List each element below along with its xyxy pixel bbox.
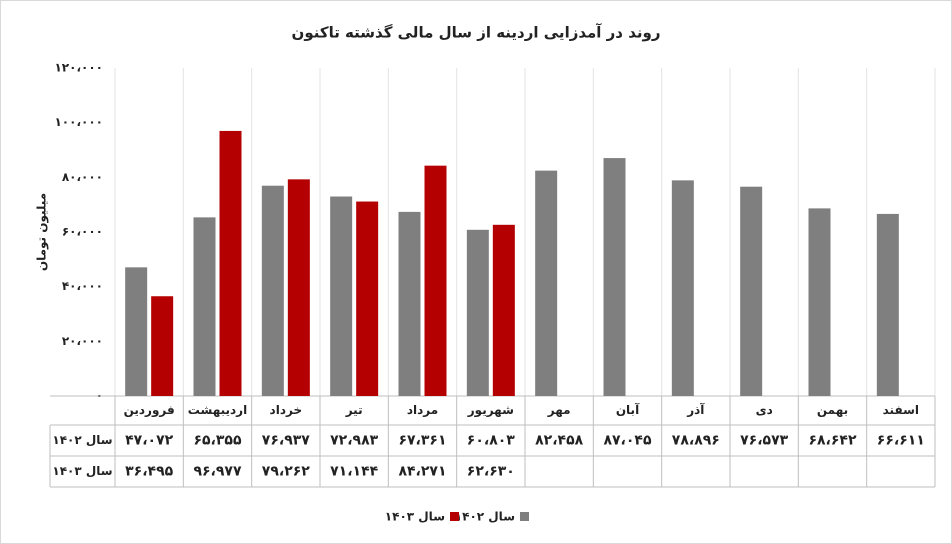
legend-swatch	[520, 512, 529, 521]
table-value: ۳۶،۴۹۵	[125, 464, 173, 480]
bar	[808, 208, 831, 396]
x-tick-label: مرداد	[407, 403, 438, 417]
table-value: ۶۸،۶۴۲	[808, 433, 856, 449]
table-value: ۷۸،۸۹۶	[672, 433, 720, 449]
bar	[398, 211, 421, 396]
bar	[330, 196, 353, 396]
y-tick-label: ۴۰،۰۰۰	[62, 279, 103, 293]
x-tick-label: آبان	[616, 402, 640, 417]
legend-label: سال ۱۴۰۳	[385, 510, 445, 524]
bar	[356, 201, 379, 396]
bar	[125, 267, 148, 396]
table-value: ۴۷،۰۷۲	[125, 433, 173, 449]
row-header: سال ۱۴۰۳	[52, 464, 112, 478]
y-tick-label: ۲۰،۰۰۰	[62, 334, 103, 348]
y-tick-label: ۱۰۰،۰۰۰	[54, 115, 103, 129]
x-tick-label: خرداد	[270, 403, 303, 417]
table-value: ۷۱،۱۴۴	[330, 464, 378, 480]
bar	[740, 186, 763, 396]
table-value: ۷۹،۲۶۲	[262, 464, 310, 480]
y-tick-label: ۱۲۰،۰۰۰	[54, 61, 103, 75]
table-value: ۷۶،۵۷۳	[740, 433, 788, 449]
legend-swatch	[450, 512, 459, 521]
x-tick-label: مهر	[547, 403, 571, 417]
bar	[492, 224, 515, 396]
bar	[535, 170, 558, 396]
bar	[219, 130, 242, 396]
legend-label: سال ۱۴۰۲	[455, 510, 515, 524]
bar	[603, 158, 626, 396]
table-value: ۶۶،۶۱۱	[877, 433, 925, 449]
bar	[876, 213, 899, 396]
bar	[151, 296, 174, 396]
table-value: ۷۲،۹۸۳	[330, 433, 378, 449]
bar	[424, 165, 447, 396]
bar	[671, 180, 694, 396]
bar	[466, 229, 489, 396]
y-tick-label: ۸۰،۰۰۰	[62, 170, 103, 184]
table-value: ۷۶،۹۳۷	[262, 433, 310, 449]
row-header: سال ۱۴۰۲	[52, 433, 112, 447]
table-value: ۹۶،۹۷۷	[193, 464, 241, 480]
table-value: ۸۴،۲۷۱	[398, 464, 446, 480]
table-value: ۸۲،۴۵۸	[535, 433, 583, 449]
table-value: ۶۷،۳۶۱	[398, 433, 446, 449]
x-tick-label: دی	[756, 403, 773, 417]
table-value: ۶۰،۸۰۳	[467, 433, 515, 449]
bar	[193, 217, 216, 396]
table-value: ۸۷،۰۴۵	[603, 433, 651, 449]
y-axis-label: میلیون تومان	[35, 193, 50, 271]
y-tick-label: ۶۰،۰۰۰	[62, 225, 103, 239]
x-tick-label: فروردین	[124, 403, 175, 418]
x-tick-label: اردیبهشت	[188, 403, 247, 417]
x-tick-label: بهمن	[817, 403, 848, 417]
bar	[287, 179, 310, 396]
x-tick-label: اسفند	[883, 403, 919, 417]
x-tick-label: تیر	[345, 403, 363, 417]
x-tick-label: آذر	[686, 402, 705, 417]
chart-title: روند در آمدزایی اردینه از سال مالی گذشته…	[292, 24, 661, 42]
x-tick-label: شهریور	[467, 403, 514, 418]
table-value: ۶۲،۶۳۰	[467, 464, 515, 480]
table-value: ۶۵،۳۵۵	[193, 433, 241, 449]
bar	[261, 185, 284, 396]
